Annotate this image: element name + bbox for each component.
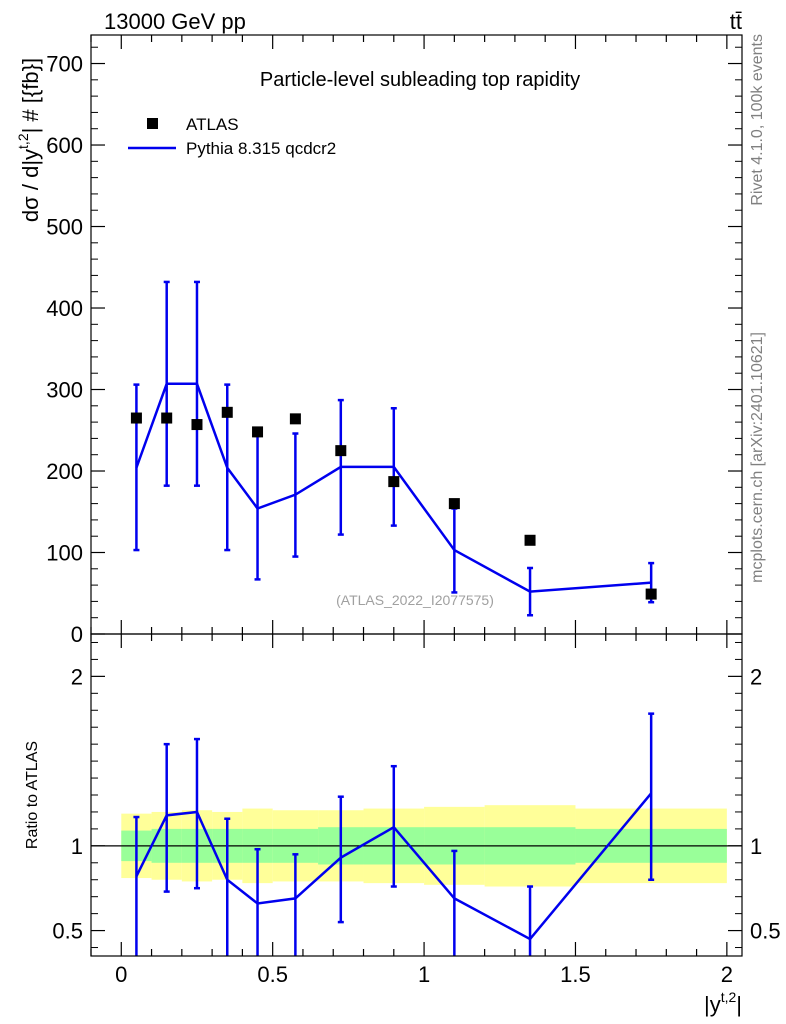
legend: ATLAS Pythia 8.315 qcdcr2 [128,115,336,158]
main-y-tick-label: 300 [46,378,83,403]
main-y-tick-label: 500 [46,215,83,240]
atlas-data-point [252,426,264,438]
ratio-line [135,792,653,941]
process-label: tt̄ [730,9,742,34]
atlas-data-point [645,588,657,600]
legend-atlas-label: ATLAS [186,115,239,134]
chart-title: Particle-level subleading top rapidity [260,69,580,91]
x-tick-label: 0.5 [257,962,288,987]
atlas-data-point [335,445,347,457]
main-y-axis-label-main: dσ / d|y [18,149,43,222]
atlas-markers [130,406,657,600]
ratio-frame [90,633,743,957]
main-y-axis-label-sup: t,2 [15,133,31,149]
main-y-tick-label: 200 [46,459,83,484]
ratio-y-tick-labels: 0.5 0.5 1 1 2 2 [52,664,780,943]
x-tick-label: 1 [418,962,430,987]
main-y-axis-label-tail: | # [{fb}] [18,58,43,133]
main-y-tick-label: 700 [46,52,83,77]
main-y-tick-label: 400 [46,296,83,321]
atlas-data-point [388,476,400,488]
main-y-tick-labels: 0 100 200 300 400 500 600 700 [46,52,83,647]
rivet-label: Rivet 4.1.0, 100k events [749,34,766,206]
analysis-watermark: (ATLAS_2022_I2077575) [336,592,494,608]
mc-error-bars [133,280,655,617]
ratio-y-axis-label: Ratio to ATLAS [24,741,41,849]
atlas-data-point [221,406,233,418]
x-tick-label: 0 [115,962,127,987]
energy-label: 13000 GeV pp [104,9,246,34]
atlas-data-point [191,419,203,431]
atlas-data-point [289,413,301,425]
main-y-tick-label: 600 [46,133,83,158]
x-tick-label: 2 [721,962,733,987]
ratio-y-tick-label-right: 1 [750,834,762,859]
atlas-data-point [448,498,460,510]
x-axis-label-tail: | [736,992,742,1017]
ratio-y-tick-label: 2 [71,664,83,689]
ratio-y-tick-label-right: 0.5 [750,919,781,944]
x-tick-labels: 0 0.5 1 1.5 2 [115,962,733,987]
main-y-axis-label: dσ / d|yt,2| # [{fb}] [15,58,43,222]
ratio-y-tick-label: 1 [71,834,83,859]
atlas-data-point [161,412,173,424]
x-axis-label: |yt,2| [704,989,742,1017]
legend-atlas-marker [147,118,158,129]
ratio-y-tick-label: 0.5 [52,919,83,944]
main-panel: 0 100 200 300 400 500 600 700 Particle-level su… [15,34,743,647]
main-y-tick-label: 0 [71,622,83,647]
legend-mc-label: Pythia 8.315 qcdcr2 [186,139,336,158]
x-tick-label: 1.5 [560,962,591,987]
main-y-tick-label: 100 [46,541,83,566]
mcplots-label: mcplots.cern.ch [arXiv:2401.10621] [749,332,766,583]
x-axis-label-sup: t,2 [721,989,737,1005]
atlas-data-point [524,534,536,546]
ratio-error-bars [133,712,655,956]
x-axis-label-main: |y [704,992,721,1017]
mc-prediction-line [135,382,652,593]
atlas-data-point [130,412,142,424]
ratio-y-tick-label-right: 2 [750,664,762,689]
ratio-panel: 0.5 0.5 1 1 2 2 0 0.5 1 1.5 2 Ratio to ATLAS |yt,… [24,633,781,1017]
ratio-axis-ticks [90,634,742,956]
